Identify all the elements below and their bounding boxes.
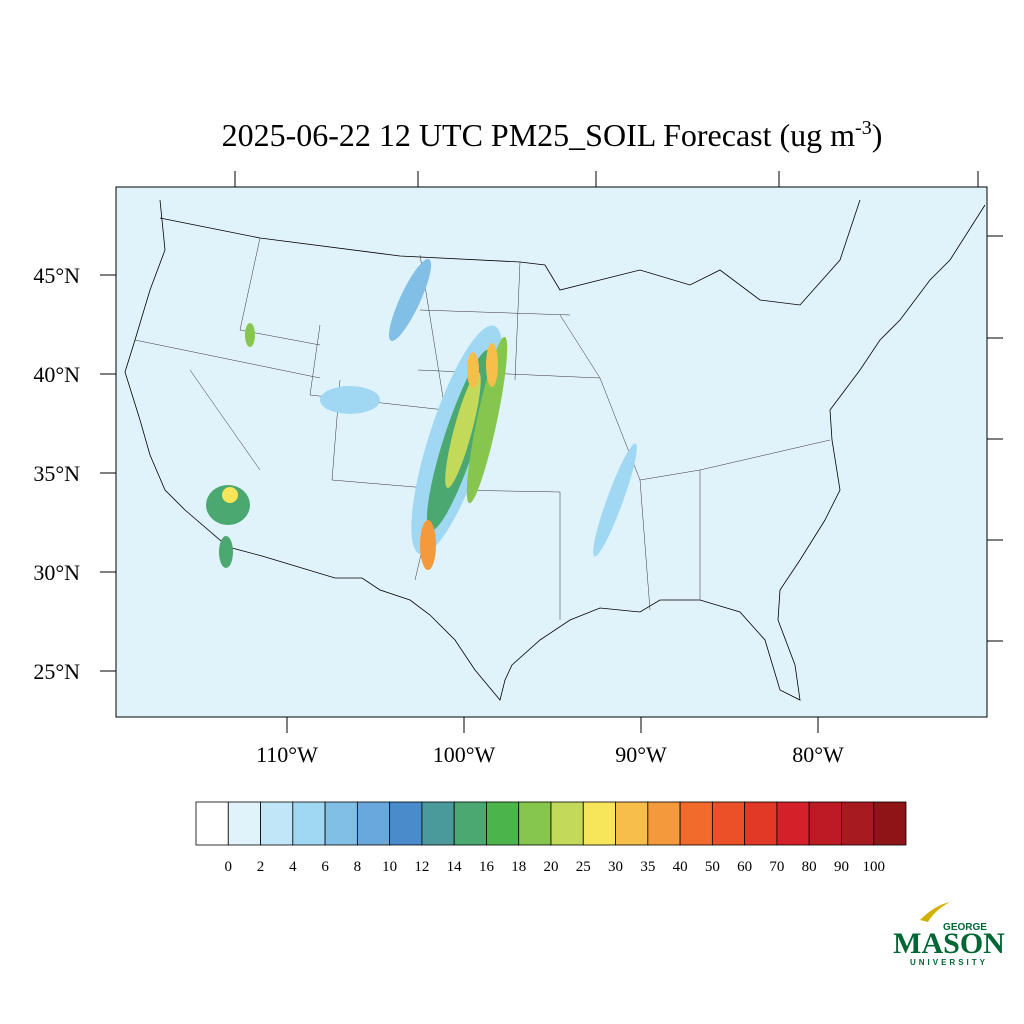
colorbar-label: 80 <box>802 859 817 875</box>
colorbar-box <box>873 801 907 846</box>
plumes <box>206 258 637 570</box>
lon-label: 80°W <box>792 742 844 767</box>
logo-bottom: UNIVERSITY <box>910 958 988 967</box>
plume <box>206 485 250 525</box>
colorbar-box <box>356 801 391 846</box>
colorbar-label: 60 <box>737 859 752 875</box>
colorbar: 0 2 4 6 8 10 12 14 16 18 20 25 30 35 40 50 60 70 80 90 100 <box>195 801 907 875</box>
lon-label: 100°W <box>433 742 496 767</box>
colorbar-label: 25 <box>576 859 591 875</box>
lat-label: 25°N <box>33 659 80 684</box>
title-end: ) <box>872 117 883 153</box>
colorbar-label: 35 <box>640 859 655 875</box>
colorbar-box <box>195 801 229 846</box>
colorbar-label: 6 <box>321 859 329 875</box>
plume <box>466 336 508 504</box>
colorbar-box <box>486 801 520 846</box>
lat-labels: 45°N 40°N 35°N 30°N 25°N <box>33 235 1003 684</box>
plume <box>222 487 238 503</box>
title-superscript: -3 <box>855 117 872 139</box>
northern-border <box>159 199 861 306</box>
colorbar-box <box>679 801 713 846</box>
plume <box>219 536 233 568</box>
logo-top: GEORGE <box>943 922 987 933</box>
colorbar-box <box>421 801 455 846</box>
map <box>115 186 988 718</box>
colorbar-box <box>550 801 584 846</box>
lon-label: 110°W <box>256 742 318 767</box>
colorbar-label: 10 <box>382 859 397 875</box>
colorbar-label: 100 <box>862 859 885 875</box>
plume <box>445 371 481 489</box>
plume <box>388 258 432 342</box>
colorbar-label: 18 <box>511 859 526 875</box>
colorbar-box <box>615 801 649 846</box>
colorbar-label: 30 <box>608 859 623 875</box>
colorbar-box <box>744 801 778 846</box>
lon-label: 90°W <box>615 742 667 767</box>
colorbar-box <box>776 801 810 846</box>
colorbar-box <box>647 801 681 846</box>
logo-name: MASON <box>893 927 1005 960</box>
lat-label: 30°N <box>33 560 80 585</box>
colorbar-label: 0 <box>225 859 233 875</box>
plume <box>320 386 380 414</box>
colorbar-box <box>324 801 358 846</box>
colorbar-label: 2 <box>257 859 265 875</box>
lat-label: 35°N <box>33 461 80 486</box>
colorbar-label: 8 <box>354 859 362 875</box>
colorbar-label: 12 <box>414 859 429 875</box>
logo-swoosh <box>920 902 950 922</box>
colorbar-box <box>227 801 261 846</box>
colorbar-label: 40 <box>673 859 688 875</box>
colorbar-box <box>582 801 616 846</box>
colorbar-box <box>808 801 842 846</box>
lat-label: 40°N <box>33 362 80 387</box>
colorbar-box <box>711 801 746 846</box>
colorbar-label: 50 <box>705 859 720 875</box>
colorbar-box <box>453 801 487 846</box>
colorbar-box <box>389 801 423 846</box>
title-main: 2025-06-22 12 UTC PM25_SOIL Forecast (ug… <box>222 117 856 153</box>
plume <box>467 352 479 388</box>
lat-label: 45°N <box>33 263 80 288</box>
colorbar-label: 70 <box>769 859 784 875</box>
plume <box>593 443 637 557</box>
coastline <box>124 199 986 701</box>
colorbar-box <box>292 801 326 846</box>
logo: GEORGE MASON UNIVERSITY <box>893 902 1005 967</box>
map-frame <box>115 186 988 718</box>
colorbar-label: 14 <box>447 859 463 875</box>
colorbar-label: 4 <box>289 859 297 875</box>
title: 2025-06-22 12 UTC PM25_SOIL Forecast (ug… <box>222 117 883 153</box>
colorbar-box <box>841 801 875 846</box>
plume <box>486 343 498 387</box>
colorbar-label: 90 <box>834 859 849 875</box>
colorbar-label: 20 <box>544 859 559 875</box>
lon-labels: 110°W 100°W 90°W 80°W <box>234 171 979 767</box>
colorbar-box <box>260 801 294 846</box>
colorbar-label: 16 <box>479 859 495 875</box>
plume <box>245 323 255 347</box>
plume <box>420 520 436 570</box>
colorbar-box <box>518 801 552 846</box>
